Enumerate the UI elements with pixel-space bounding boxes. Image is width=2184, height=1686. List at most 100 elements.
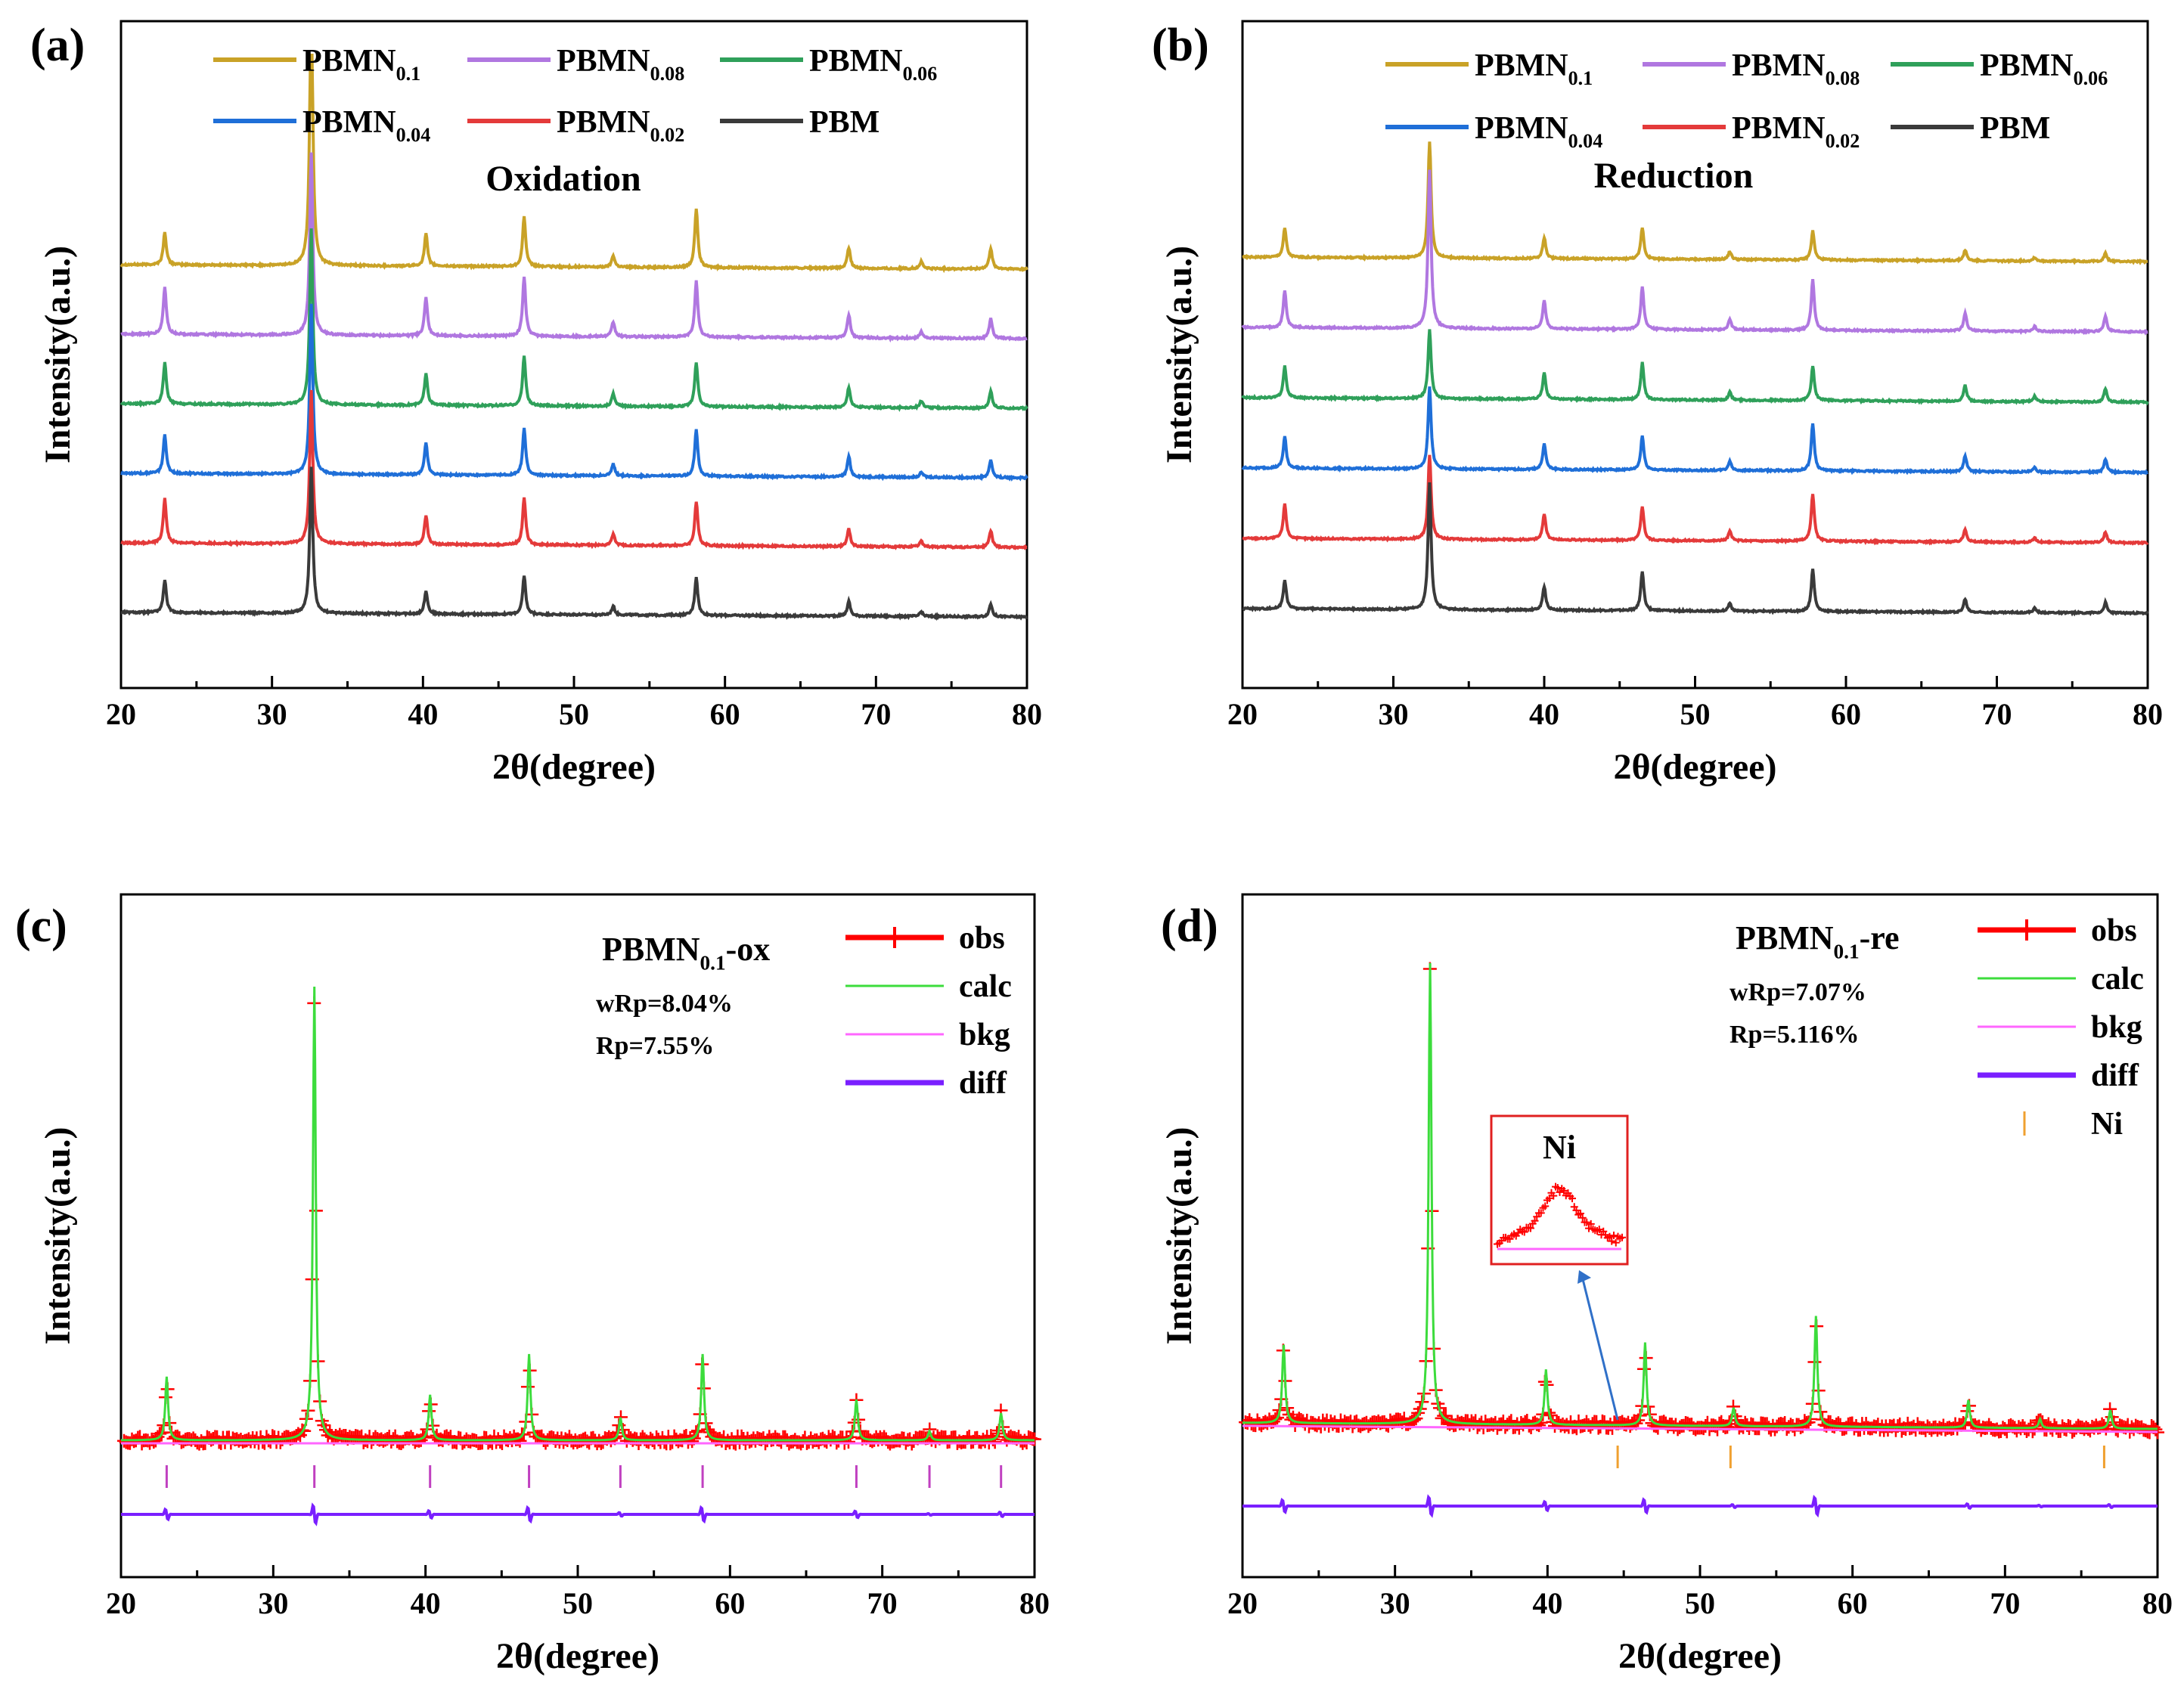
- series-line-PBMN0-06: [1241, 329, 2149, 406]
- series-line-PBM: [1242, 482, 2149, 617]
- chart-title: Oxidation: [486, 159, 641, 199]
- inset-obs-marker: [1587, 1220, 1595, 1228]
- x-axis-label: 2θ(degree): [496, 1636, 659, 1676]
- y-axis-label: Intensity(a.u.): [38, 1127, 78, 1344]
- obs-marker: [685, 1434, 700, 1449]
- inset-obs-marker: [1541, 1202, 1550, 1210]
- series-line-PBM: [120, 466, 1028, 621]
- inset-obs-marker: [1520, 1228, 1528, 1236]
- fit-stat: Rp=5.116%: [1730, 1021, 1859, 1049]
- inset-obs-marker: [1553, 1184, 1562, 1192]
- x-tick-label: 20: [106, 697, 136, 731]
- panel-c: 20 30 40 50 60 70 80 2θ(degree) Intensity(a.u.) (…: [15, 893, 1050, 1676]
- legend-label: PBM: [809, 105, 879, 140]
- x-tick-label: 30: [258, 1586, 288, 1620]
- calc-line: [121, 986, 1035, 1442]
- x-tick-label: 40: [408, 697, 438, 731]
- panel-label: (c): [15, 900, 67, 952]
- inset-obs-marker: [1527, 1224, 1534, 1232]
- inset-obs-marker: [1605, 1232, 1614, 1241]
- panel-a: 20 30 40 50 60 70 80 2θ(degree) Intensity(a.u.) (…: [30, 20, 1042, 787]
- legend-label: obs: [959, 921, 1005, 956]
- inset-obs-marker: [1610, 1231, 1618, 1239]
- inset-arrowhead: [1578, 1270, 1591, 1284]
- inset-label: Ni: [1543, 1129, 1576, 1166]
- y-axis-label: Intensity(a.u.): [1159, 1127, 1199, 1344]
- series-line-PBMN0-1: [1242, 141, 2148, 266]
- obs-markers: [117, 996, 1041, 1451]
- inset-obs-marker: [1595, 1226, 1603, 1234]
- x-tick-label: 50: [1680, 697, 1711, 731]
- legend-label: PBMN0.08: [1732, 48, 1860, 89]
- x-tick-label: 60: [1838, 1586, 1868, 1620]
- series-line-PBMN0-08: [1241, 169, 2148, 336]
- x-tick-label: 50: [559, 697, 589, 731]
- panel-d: 20 30 40 50 60 70 80 2θ(degree) Intensity(a.u.) (…: [1159, 893, 2173, 1676]
- x-tick-label: 30: [257, 697, 287, 731]
- x-tick-label: 40: [411, 1586, 441, 1620]
- fit-stat: wRp=7.07%: [1730, 978, 1866, 1006]
- x-tick-label: 70: [1990, 1586, 2020, 1620]
- x-tick-label: 70: [867, 1586, 898, 1620]
- x-tick-label: 60: [710, 697, 740, 731]
- x-tick-label: 80: [2133, 697, 2163, 731]
- plot-frame: [119, 893, 1036, 1579]
- legend-label: bkg: [2091, 1010, 2142, 1045]
- x-tick-label: 80: [1019, 1586, 1050, 1620]
- inset-arrow: [1581, 1275, 1619, 1421]
- x-tick-label: 60: [1831, 697, 1861, 731]
- legend-label: PBMN0.02: [1732, 111, 1860, 152]
- legend-label: PBMN0.04: [302, 105, 430, 146]
- inset-obs-marker: [1560, 1186, 1568, 1195]
- fit-stat: Rp=7.55%: [596, 1032, 714, 1060]
- plot-frame: [1241, 893, 2159, 1579]
- x-axis-label: 2θ(degree): [1618, 1636, 1782, 1676]
- panel-b: 20 30 40 50 60 70 80 2θ(degree) Intensity(a.u.) (…: [1152, 20, 2163, 787]
- legend-label: PBMN0.06: [1980, 48, 2108, 89]
- legend-label: obs: [2091, 913, 2137, 948]
- x-tick-label: 80: [1012, 697, 1042, 731]
- legend-label: PBMN0.04: [1475, 111, 1602, 152]
- legend-label: PBMN0.1: [1475, 48, 1593, 89]
- inset-obs-marker: [1583, 1218, 1591, 1226]
- series-line-PBMN0-1: [119, 54, 1028, 274]
- legend-label: PBMN0.02: [557, 105, 684, 146]
- x-tick-label: 40: [1529, 697, 1559, 731]
- bkg-line: [1242, 1424, 2158, 1433]
- series-line-PBMN0-02: [120, 389, 1028, 550]
- inset-obs-marker: [1577, 1210, 1584, 1218]
- inset-obs-marker: [1537, 1209, 1545, 1217]
- inset-obs-marker: [1550, 1192, 1558, 1200]
- y-axis-label: Intensity(a.u.): [1159, 246, 1199, 463]
- legend-label: PBMN0.1: [302, 44, 420, 85]
- x-tick-label: 70: [861, 697, 891, 731]
- inset-frame: [1490, 1114, 1629, 1266]
- legend-label: PBMN0.08: [557, 44, 684, 85]
- x-tick-label: 80: [2142, 1586, 2173, 1620]
- x-axis-label: 2θ(degree): [492, 747, 656, 787]
- x-tick-label: 20: [1227, 697, 1258, 731]
- x-tick-label: 60: [715, 1586, 745, 1620]
- diff-line: [121, 1502, 1035, 1526]
- x-tick-label: 30: [1380, 1586, 1410, 1620]
- series-line-PBMN0-04: [120, 303, 1028, 482]
- calc-line: [1242, 962, 2158, 1430]
- y-axis-label: Intensity(a.u.): [38, 246, 78, 463]
- legend-label: bkg: [959, 1018, 1010, 1052]
- series-line-PBMN0-04: [1241, 386, 2148, 476]
- x-axis-label: 2θ(degree): [1613, 747, 1776, 787]
- inset-obs-marker: [1572, 1206, 1581, 1214]
- legend-label: Ni: [2091, 1107, 2123, 1142]
- sample-label: PBMN0.1-ox: [602, 931, 770, 974]
- legend-label: diff: [959, 1066, 1007, 1101]
- legend-label: calc: [2091, 962, 2144, 996]
- fit-stat: wRp=8.04%: [596, 990, 733, 1018]
- inset-obs-marker: [1531, 1216, 1539, 1225]
- panel-label: (b): [1152, 20, 1209, 71]
- legend-label: PBM: [1980, 111, 2050, 146]
- legend-label: calc: [959, 969, 1012, 1004]
- panel-label: (a): [30, 20, 85, 71]
- diff-line: [1242, 1494, 2158, 1518]
- x-tick-label: 20: [1227, 1586, 1258, 1620]
